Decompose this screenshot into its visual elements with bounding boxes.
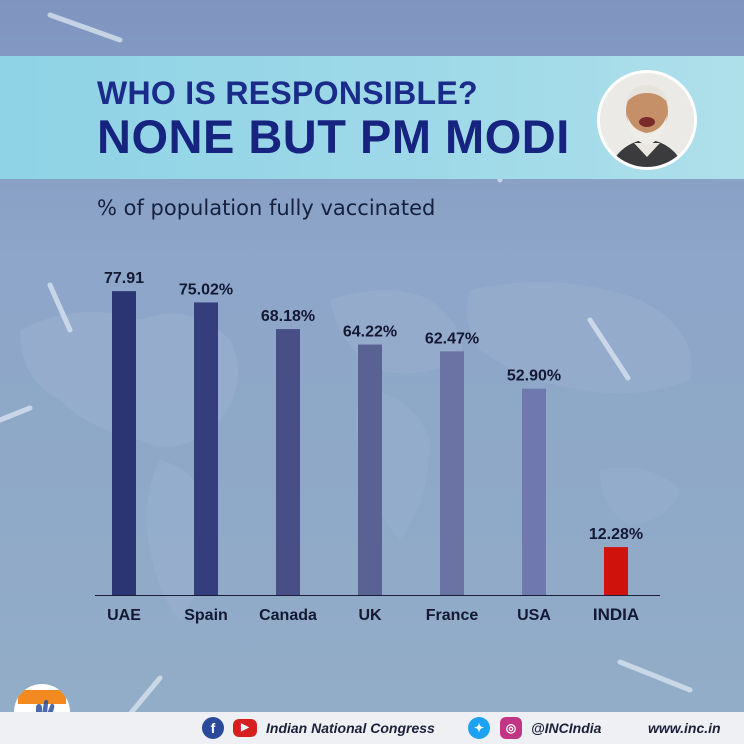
value-label-uk: 64.22% <box>343 324 397 341</box>
value-label-uae: 77.91 <box>104 270 144 287</box>
footer-org-name: Indian National Congress <box>266 720 435 736</box>
twitter-icon[interactable]: ✦ <box>468 717 490 739</box>
category-label-uk: UK <box>358 607 382 624</box>
bar-france <box>440 351 464 595</box>
category-label-france: France <box>426 607 479 624</box>
value-label-india: 12.28% <box>589 526 643 543</box>
bar-canada <box>276 329 300 595</box>
value-label-spain: 75.02% <box>179 281 233 298</box>
headline-answer: NONE BUT PM MODI <box>97 110 570 163</box>
category-label-spain: Spain <box>184 607 228 624</box>
chart-title: % of population fully vaccinated <box>97 196 436 220</box>
footer-bar <box>0 712 744 744</box>
category-label-usa: USA <box>517 607 551 624</box>
bar-uk <box>358 344 382 595</box>
headline-question: WHO IS RESPONSIBLE? <box>97 75 478 111</box>
value-label-canada: 68.18% <box>261 308 315 325</box>
bar-india <box>604 547 628 595</box>
bar-usa <box>522 388 546 595</box>
bar-chart: 77.91 UAE 75.02% Spain 68.18% Canada 64.22% UK 6… <box>95 270 660 624</box>
footer-handle[interactable]: @INCIndia <box>531 720 602 736</box>
bar-spain <box>194 302 218 595</box>
footer-website[interactable]: www.inc.in <box>648 720 721 736</box>
value-label-usa: 52.90% <box>507 368 561 385</box>
youtube-icon[interactable]: ▶ <box>233 719 257 737</box>
value-label-france: 62.47% <box>425 330 479 347</box>
category-label-uae: UAE <box>107 607 141 624</box>
category-label-canada: Canada <box>259 607 317 624</box>
instagram-icon[interactable]: ◎ <box>500 717 522 739</box>
category-label-india: INDIA <box>593 605 639 624</box>
avatar <box>597 70 697 170</box>
facebook-icon[interactable]: f <box>202 717 224 739</box>
bar-uae <box>112 291 136 595</box>
